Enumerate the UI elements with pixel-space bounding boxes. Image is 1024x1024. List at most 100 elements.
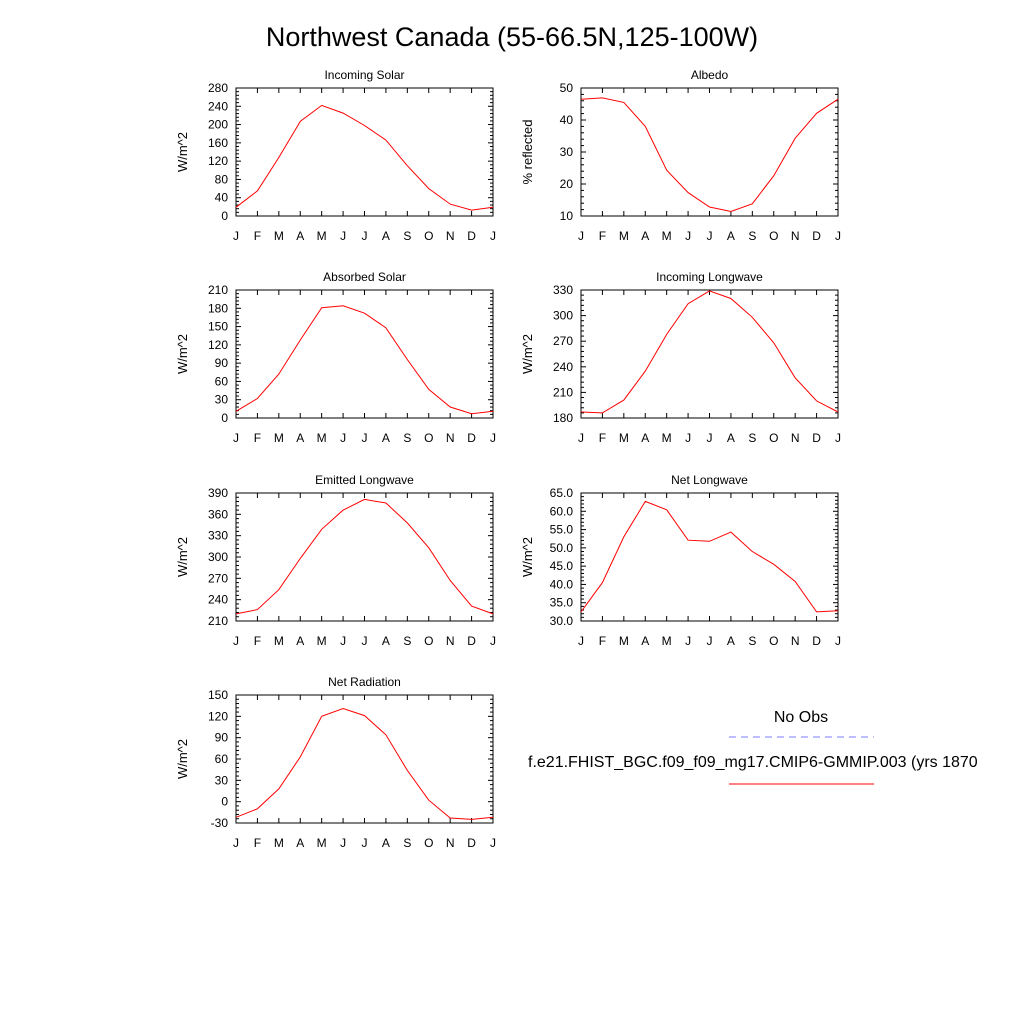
x-tick-label: F [599, 431, 606, 445]
series-line [580, 500, 839, 613]
x-tick-label: S [403, 229, 411, 243]
series-line [235, 707, 494, 820]
x-tick-label: F [254, 431, 261, 445]
x-tick-label: O [424, 229, 433, 243]
x-tick-label: M [662, 229, 672, 243]
y-tick-label: 330 [553, 283, 573, 297]
x-tick-label: J [578, 229, 584, 243]
x-tick-label: N [446, 836, 455, 850]
x-tick-label: F [599, 229, 606, 243]
series-line [580, 97, 839, 213]
y-tick-label: 40 [215, 191, 229, 205]
y-tick-label: 210 [553, 385, 573, 399]
x-tick-label: J [233, 836, 239, 850]
x-tick-label: J [578, 634, 584, 648]
x-tick-label: J [685, 634, 691, 648]
y-tick-label: 300 [553, 309, 573, 323]
panel-title: Net Radiation [328, 675, 401, 689]
x-tick-label: J [707, 634, 713, 648]
y-axis-label: W/m^2 [175, 739, 190, 779]
series-line [580, 290, 839, 414]
x-tick-label: D [812, 229, 821, 243]
x-tick-label: J [340, 431, 346, 445]
y-tick-label: 150 [208, 688, 228, 702]
x-tick-label: S [748, 229, 756, 243]
x-tick-label: M [619, 431, 629, 445]
panel-title: Absorbed Solar [323, 270, 406, 284]
x-tick-label: J [835, 229, 841, 243]
x-tick-label: M [274, 229, 284, 243]
x-tick-label: A [641, 229, 649, 243]
y-tick-label: 200 [208, 118, 228, 132]
x-tick-label: J [233, 229, 239, 243]
y-tick-label: 50 [560, 81, 574, 95]
x-tick-label: D [812, 634, 821, 648]
x-tick-label: M [317, 836, 327, 850]
x-tick-label: D [467, 634, 476, 648]
x-tick-label: A [382, 836, 390, 850]
panel-title: Albedo [691, 68, 729, 82]
y-tick-label: 210 [208, 614, 228, 628]
x-tick-label: N [791, 431, 800, 445]
y-tick-label: 120 [208, 338, 228, 352]
x-tick-label: N [446, 431, 455, 445]
x-tick-label: O [769, 229, 778, 243]
x-tick-label: J [835, 634, 841, 648]
y-axis-label: W/m^2 [175, 334, 190, 374]
x-tick-label: M [274, 634, 284, 648]
y-tick-label: 60 [215, 752, 229, 766]
x-tick-label: S [403, 634, 411, 648]
y-tick-label: 330 [208, 529, 228, 543]
y-tick-label: 270 [208, 571, 228, 585]
x-tick-label: A [296, 229, 304, 243]
y-tick-label: 90 [215, 356, 229, 370]
x-tick-label: N [791, 634, 800, 648]
x-tick-label: J [340, 634, 346, 648]
y-tick-label: 10 [560, 209, 574, 223]
x-tick-label: M [619, 634, 629, 648]
plot-frame [235, 289, 494, 419]
legend-obs-label: No Obs [774, 709, 828, 726]
y-tick-label: 60 [215, 374, 229, 388]
panel-title: Incoming Longwave [656, 270, 763, 284]
plot-frame [235, 492, 494, 622]
y-tick-label: 30.0 [550, 614, 574, 628]
y-tick-label: 240 [208, 99, 228, 113]
x-tick-label: A [727, 431, 735, 445]
x-tick-label: J [340, 836, 346, 850]
x-tick-label: A [296, 836, 304, 850]
x-tick-label: D [467, 431, 476, 445]
x-tick-label: O [424, 634, 433, 648]
legend-model-label: f.e21.FHIST_BGC.f09_f09_mg17.CMIP6-GMMIP… [528, 754, 978, 771]
x-tick-label: A [382, 634, 390, 648]
x-tick-label: J [362, 836, 368, 850]
x-tick-label: F [254, 634, 261, 648]
plot-frame [580, 289, 839, 419]
x-tick-label: A [382, 229, 390, 243]
y-tick-label: 0 [221, 411, 228, 425]
x-tick-label: J [685, 431, 691, 445]
y-tick-label: 45.0 [550, 559, 574, 573]
x-tick-label: O [424, 431, 433, 445]
x-tick-label: M [274, 836, 284, 850]
x-tick-label: N [791, 229, 800, 243]
x-tick-label: A [382, 431, 390, 445]
y-tick-label: 180 [208, 301, 228, 315]
plot-frame [580, 87, 839, 217]
x-tick-label: A [641, 634, 649, 648]
x-tick-label: M [274, 431, 284, 445]
y-tick-label: 180 [553, 411, 573, 425]
y-tick-label: 40.0 [550, 577, 574, 591]
x-tick-label: J [707, 229, 713, 243]
y-tick-label: 65.0 [550, 486, 574, 500]
y-tick-label: 50.0 [550, 541, 574, 555]
panel-title: Incoming Solar [324, 68, 404, 82]
x-tick-label: J [340, 229, 346, 243]
y-tick-label: 35.0 [550, 596, 574, 610]
x-tick-label: M [317, 229, 327, 243]
x-tick-label: J [490, 836, 496, 850]
y-tick-label: 240 [208, 593, 228, 607]
